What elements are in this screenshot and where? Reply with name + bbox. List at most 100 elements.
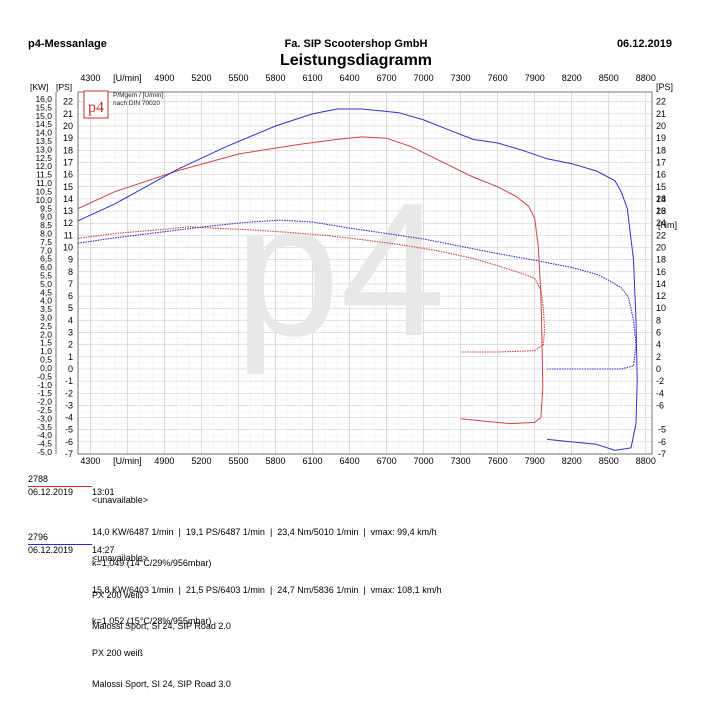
x-tick-label: 5200 bbox=[191, 73, 211, 83]
record-line: k=1,049 (14°C/29%/956mbar) bbox=[92, 558, 212, 568]
header-shop-name: Fa. SIP Scootershop GmbH bbox=[284, 38, 428, 50]
ps-tick-label: -6 bbox=[65, 437, 73, 447]
ps-tick-label: 17 bbox=[63, 157, 73, 167]
kw-tick-label: 4,5 bbox=[40, 287, 52, 297]
series-torque-2796 bbox=[77, 219, 637, 370]
nm-tick-label: 22 bbox=[656, 230, 666, 240]
ps-tick-label: 13 bbox=[63, 206, 73, 216]
series-torque-2788 bbox=[77, 226, 546, 353]
kw-tick-label: 14,0 bbox=[35, 128, 52, 138]
ps-tick-label: 5 bbox=[68, 303, 73, 313]
kw-tick-label: -0,5 bbox=[37, 371, 52, 381]
plot-frame bbox=[77, 91, 653, 455]
ps-tick-label-right: 18 bbox=[656, 145, 666, 155]
ps-tick-label: 2 bbox=[68, 340, 73, 350]
record-line: PX 200 weiß bbox=[92, 647, 144, 658]
record-id: 2796 bbox=[28, 532, 92, 545]
nm-tick-label: 8 bbox=[656, 315, 661, 325]
header-company-left: p4-Messanlage bbox=[28, 38, 107, 50]
nm-tick-label: 26 bbox=[656, 206, 666, 216]
kw-tick-label: 2,0 bbox=[40, 329, 52, 339]
x-axis-unit: [U/min] bbox=[113, 73, 142, 83]
nm-tick-label: 24 bbox=[656, 218, 666, 228]
nm-tick-label: 6 bbox=[656, 328, 661, 338]
x-tick-label: 7600 bbox=[488, 456, 508, 466]
kw-tick-label: 1,5 bbox=[40, 338, 52, 348]
kw-axis-label: [KW] bbox=[30, 82, 48, 92]
nm-tick-label: -2 bbox=[656, 376, 664, 386]
x-tick-label: 4300 bbox=[80, 456, 100, 466]
kw-tick-label: -2,5 bbox=[37, 405, 52, 415]
x-tick-label: 5500 bbox=[228, 456, 248, 466]
record-line: 15,8 KW/6403 1/min | 21,5 PS/6403 1/min … bbox=[92, 584, 442, 595]
logo-note-2: nach DIN 70020 bbox=[113, 100, 160, 107]
kw-tick-label: 10,5 bbox=[35, 186, 52, 196]
kw-tick-label: 15,0 bbox=[35, 111, 52, 121]
nm-axis-label: [Nm] bbox=[658, 220, 677, 230]
chart-title: Leistungsdiagramm bbox=[279, 52, 433, 69]
ps-axis-label-left: [PS] bbox=[56, 82, 72, 92]
x-axis-unit: [U/min] bbox=[113, 456, 142, 466]
x-tick-label: 5800 bbox=[265, 73, 285, 83]
series-power-2788 bbox=[77, 136, 544, 425]
ps-tick-label: -2 bbox=[65, 388, 73, 398]
kw-tick-label: -3,5 bbox=[37, 422, 52, 432]
nm-tick-label: 12 bbox=[656, 291, 666, 301]
ps-tick-label: -4 bbox=[65, 413, 73, 423]
x-tick-label: 7000 bbox=[414, 456, 434, 466]
logo-text: p4 bbox=[88, 99, 104, 116]
x-tick-label: 8500 bbox=[599, 73, 619, 83]
kw-tick-label: -1,5 bbox=[37, 388, 52, 398]
dyno-chart: p4 4300430049004900520052005500550058005… bbox=[30, 73, 677, 466]
x-tick-label: 8200 bbox=[562, 73, 582, 83]
kw-tick-label: -5,0 bbox=[37, 447, 52, 457]
x-tick-label: 6700 bbox=[377, 73, 397, 83]
record-time: 13:01 bbox=[92, 486, 115, 497]
kw-tick-label: 9,0 bbox=[40, 212, 52, 222]
ps-tick-label: -7 bbox=[65, 449, 73, 459]
kw-tick-label: 5,5 bbox=[40, 271, 52, 281]
tick-labels: 4300430049004900520052005500550058005800… bbox=[30, 73, 677, 466]
lower-tick-label: -6 bbox=[658, 437, 666, 447]
kw-tick-label: 6,5 bbox=[40, 254, 52, 264]
header-date: 06.12.2019 bbox=[616, 38, 672, 50]
series-power-2796 bbox=[77, 108, 638, 451]
kw-tick-label: 16,0 bbox=[35, 94, 52, 104]
x-tick-label: 6100 bbox=[303, 73, 323, 83]
x-tick-label: 5500 bbox=[228, 73, 248, 83]
ps-tick-label-right: 16 bbox=[656, 170, 666, 180]
ps-tick-label: 9 bbox=[68, 255, 73, 265]
kw-tick-label: 8,0 bbox=[40, 228, 52, 238]
x-tick-label: 7300 bbox=[451, 456, 471, 466]
kw-tick-label: 3,0 bbox=[40, 313, 52, 323]
ps-tick-label: -1 bbox=[65, 376, 73, 386]
record-line: <unavailable> bbox=[92, 495, 149, 505]
x-tick-label: 5200 bbox=[191, 456, 211, 466]
ps-tick-label: -3 bbox=[65, 400, 73, 410]
ps-tick-label-right: 14 bbox=[656, 194, 666, 204]
x-tick-label: 7300 bbox=[451, 73, 471, 83]
ps-tick-label: 14 bbox=[63, 194, 73, 204]
ps-tick-label: 3 bbox=[68, 328, 73, 338]
x-tick-label: 4900 bbox=[154, 456, 174, 466]
nm-tick-label: 18 bbox=[656, 255, 666, 265]
x-tick-label: 8800 bbox=[636, 73, 656, 83]
record-line: k=1,052 (15°C/28%/955mbar) bbox=[92, 616, 212, 626]
ps-tick-label: -5 bbox=[65, 425, 73, 435]
record-2788: 2788 06.12.2019 13:01 <unavailable> 14,0 … bbox=[28, 474, 437, 631]
ps-tick-label: 15 bbox=[63, 182, 73, 192]
record-time: 14:27 bbox=[92, 544, 115, 555]
ps-tick-label: 1 bbox=[68, 352, 73, 362]
nm-tick-label: 4 bbox=[656, 340, 661, 350]
kw-tick-label: 7,0 bbox=[40, 245, 52, 255]
ps-tick-label: 22 bbox=[63, 97, 73, 107]
kw-tick-label: 11,5 bbox=[36, 170, 52, 180]
record-line: Malossi Sport, SI 24, SIP Road 3.0 bbox=[92, 679, 231, 689]
kw-tick-label: 3,5 bbox=[40, 304, 52, 314]
record-2796: 2796 06.12.2019 14:27 <unavailable> 15,8 … bbox=[28, 532, 442, 689]
nm-tick-label: 20 bbox=[656, 242, 666, 252]
logo-note-1: P/Mgem / [U/min] bbox=[113, 92, 163, 99]
x-tick-label: 4900 bbox=[154, 73, 174, 83]
kw-tick-label: 2,5 bbox=[40, 321, 52, 331]
kw-tick-label: 7,5 bbox=[40, 237, 52, 247]
